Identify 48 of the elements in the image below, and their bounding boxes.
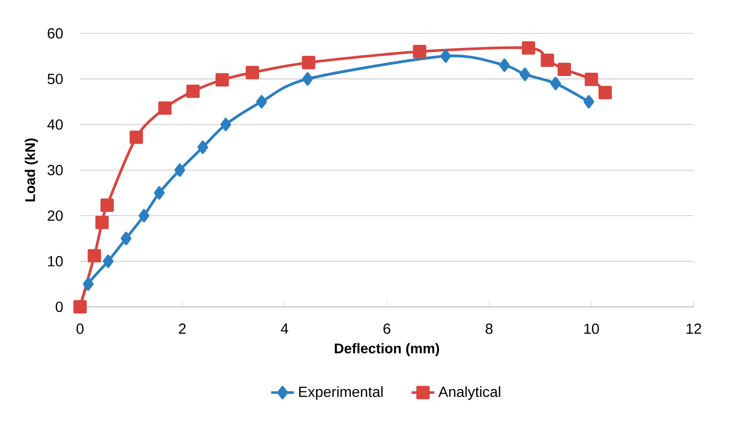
y-tick-label: 0 <box>56 302 63 312</box>
y-tick-label: 40 <box>47 119 63 130</box>
point <box>584 72 598 86</box>
point <box>558 62 571 76</box>
point <box>220 118 232 132</box>
y-tick-label: 30 <box>48 164 63 176</box>
point <box>499 58 510 72</box>
point <box>598 86 612 100</box>
y-axis-title: Load (kN) <box>24 138 38 202</box>
y-tick-label: 10 <box>48 256 63 266</box>
point <box>102 254 114 268</box>
point <box>520 68 530 81</box>
y-tick-label: 50 <box>48 74 63 84</box>
point <box>100 198 114 212</box>
x-tick-label: 6 <box>384 323 390 334</box>
point <box>522 41 536 55</box>
point <box>138 208 150 222</box>
point <box>256 94 267 108</box>
y-tick-label: 20 <box>48 210 63 221</box>
legend-label: Analytical <box>438 386 500 400</box>
point <box>216 73 229 86</box>
point <box>440 49 451 63</box>
point <box>246 66 260 80</box>
x-tick-label: 8 <box>486 323 493 334</box>
point <box>186 84 200 98</box>
point <box>197 140 208 154</box>
point <box>158 101 172 115</box>
point <box>583 94 594 108</box>
point <box>120 232 132 246</box>
legend-label: Experimental <box>299 386 383 400</box>
point <box>82 277 94 291</box>
point <box>154 186 165 200</box>
point <box>550 76 561 90</box>
x-tick-label: 10 <box>584 323 599 334</box>
x-tick-label: 0 <box>76 323 84 334</box>
point <box>302 56 316 70</box>
point <box>412 44 426 58</box>
y-tick-label: 60 <box>48 28 63 38</box>
point <box>540 53 554 67</box>
point <box>174 163 186 177</box>
point <box>95 216 109 230</box>
point <box>88 249 102 262</box>
x-tick-label: 4 <box>280 323 288 334</box>
x-axis-title: Deflection (mm) <box>334 342 440 356</box>
point <box>302 72 313 86</box>
x-tick-label: 2 <box>178 323 186 334</box>
point <box>130 130 143 144</box>
x-tick-label: 12 <box>686 323 702 334</box>
